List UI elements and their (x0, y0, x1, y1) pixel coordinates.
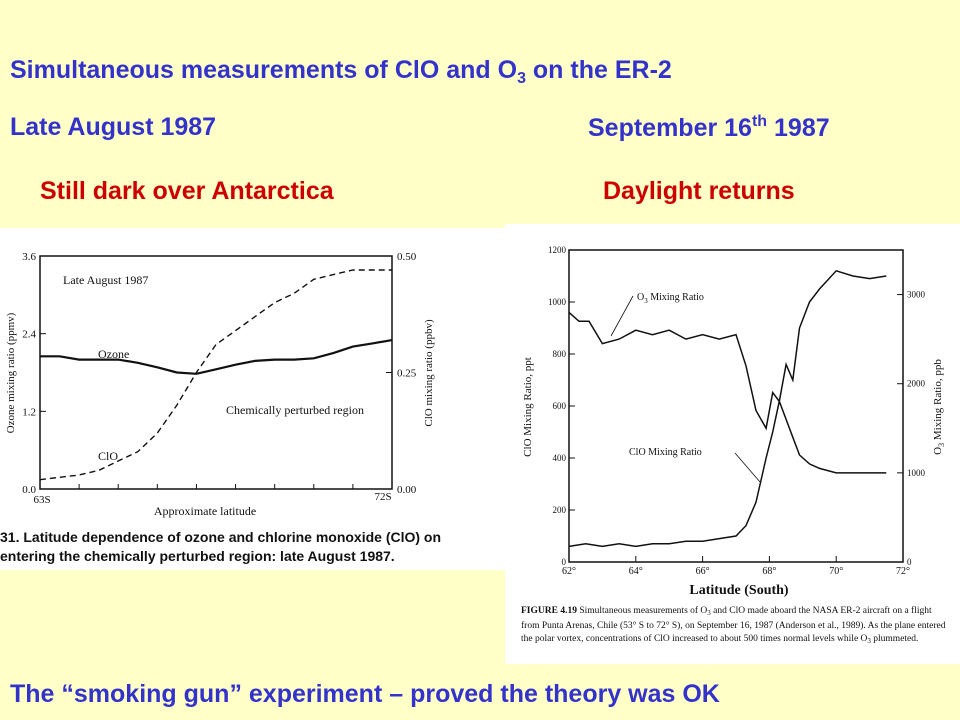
right-figure-caption: FIGURE 4.19 Simultaneous measurements of… (521, 606, 946, 645)
right-y2-tick-label: 3000 (907, 290, 926, 300)
right-y-tick-label: 1200 (548, 245, 567, 255)
right-y-tick-label: 800 (553, 349, 567, 359)
right-o3-label: O3 Mixing Ratio (637, 292, 704, 305)
right-x-axis-label: Latitude (South) (689, 583, 789, 598)
right-clo-line (568, 269, 887, 548)
right-figure: 0 200 400 600 800 1000 1200 0 1000 2000 3000 62° 64°… (505, 224, 960, 664)
right-chart: 0 200 400 600 800 1000 1200 0 1000 2000 3000 62° 64°… (522, 245, 946, 598)
right-plot-frame (568, 249, 904, 563)
left-plot-frame (39, 255, 393, 490)
left-caption-line-2: entering the chemically perturbed region… (0, 548, 395, 564)
left-y-tick-label: 1.2 (22, 406, 36, 418)
left-figure-caption: 31. Latitude dependence of ozone and chl… (0, 528, 441, 566)
right-y2-axis-label: O3 Mixing Ratio, ppb (932, 359, 946, 455)
left-figure: 3.6 2.4 1.2 0.0 0.50 0.25 0.00 Ozone mixing ra… (0, 228, 505, 570)
left-subtitle: Still dark over Antarctica (40, 177, 334, 205)
right-x-tick-label: 72° (896, 566, 910, 577)
left-x-end-label: 72S (374, 491, 391, 503)
left-clo-label: ClO (98, 449, 118, 463)
left-y-tick-label: 2.4 (22, 329, 36, 341)
left-caption-line-1: 31. Latitude dependence of ozone and chl… (0, 529, 442, 545)
left-region-label: Chemically perturbed region (226, 403, 364, 417)
right-clo-label-pointer (734, 452, 761, 483)
left-y-tick-label: 0.0 (22, 484, 36, 496)
right-y-tick-label: 1000 (548, 297, 567, 307)
left-ozone-line (40, 339, 393, 375)
right-x-tick-label: 70° (829, 566, 843, 577)
right-y-tick-label: 200 (553, 505, 567, 515)
left-y2-axis-label: ClO mixing ratio (ppbv) (423, 319, 435, 427)
left-inset-label: Late August 1987 (63, 273, 148, 287)
right-y2-tick-label: 2000 (907, 379, 926, 389)
right-y-tick-label: 600 (553, 401, 567, 411)
left-y-axis-label: Ozone mixing ratio (ppmv) (5, 312, 17, 433)
left-y-tick-label: 3.6 (22, 251, 36, 263)
right-o3-line (568, 311, 887, 474)
right-date-heading: September 16th 1987 (588, 113, 830, 142)
right-y-tick-label: 0 (562, 557, 567, 567)
left-y2-tick-label: 0.00 (397, 484, 417, 496)
right-x-tick-label: 62° (562, 566, 576, 577)
right-y2-tick-label: 0 (907, 557, 912, 567)
right-o3-label-pointer (610, 295, 634, 337)
right-y2-tick-label: 1000 (907, 468, 926, 478)
right-y-tick-label: 400 (553, 453, 567, 463)
left-date-heading: Late August 1987 (10, 113, 217, 141)
right-clo-label: ClO Mixing Ratio (629, 447, 702, 458)
left-x-axis-label: Approximate latitude (154, 504, 256, 518)
left-clo-line (39, 269, 392, 481)
left-ozone-label: Ozone (98, 347, 129, 361)
slide-title: Simultaneous measurements of ClO and O3 … (10, 56, 672, 87)
slide-footer: The “smoking gun” experiment – proved th… (10, 680, 720, 708)
left-chart: 3.6 2.4 1.2 0.0 0.50 0.25 0.00 Ozone mixing ra… (5, 251, 435, 518)
right-y-axis-label: ClO Mixing Ratio, ppt (522, 357, 534, 457)
left-y2-tick-label: 0.50 (397, 251, 417, 263)
left-y2-tick-label: 0.25 (397, 368, 417, 380)
right-x-tick-label: 68° (762, 566, 776, 577)
right-x-tick-label: 64° (629, 566, 643, 577)
left-x-start-label: 63S (33, 494, 50, 506)
right-subtitle: Daylight returns (603, 177, 795, 205)
right-x-tick-label: 66° (696, 566, 710, 577)
